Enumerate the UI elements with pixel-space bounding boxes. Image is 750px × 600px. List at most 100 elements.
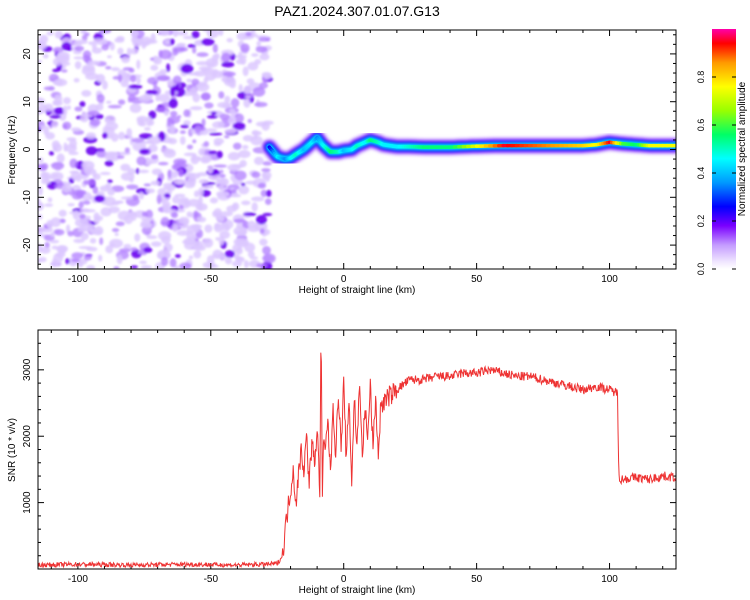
- snr-x-tick-label: 0: [341, 574, 347, 585]
- noise-blob: [160, 221, 169, 225]
- noise-blob: [120, 196, 134, 200]
- noise-blob: [178, 204, 184, 211]
- noise-blob: [83, 160, 88, 168]
- noise-blob: [174, 193, 186, 198]
- noise-blob: [145, 161, 154, 165]
- noise-blob: [116, 35, 125, 41]
- noise-blob: [75, 190, 85, 199]
- noise-blob: [209, 197, 219, 204]
- noise-blob: [179, 262, 192, 269]
- noise-blob: [168, 137, 177, 145]
- snr-x-axis-label: Height of straight line (km): [299, 585, 416, 596]
- noise-blob: [38, 197, 41, 206]
- noise-blob: [150, 64, 159, 71]
- noise-blob: [188, 255, 194, 260]
- noise-blob: [212, 121, 225, 129]
- noise-blob: [116, 155, 125, 159]
- noise-blob: [204, 224, 213, 233]
- noise-blob: [235, 230, 246, 236]
- noise-blob: [96, 150, 108, 158]
- noise-blob: [166, 63, 171, 73]
- noise-blob: [195, 203, 208, 211]
- noise-blob: [72, 210, 80, 220]
- noise-blob: [206, 114, 218, 119]
- noise-blob: [262, 212, 273, 217]
- noise-blob: [164, 110, 169, 116]
- noise-blob: [44, 203, 54, 207]
- noise-blob: [130, 74, 137, 83]
- noise-blob: [124, 147, 130, 154]
- noise-blob: [107, 188, 115, 196]
- noise-blob: [135, 168, 140, 174]
- noise-blob: [136, 156, 147, 166]
- noise-blob: [231, 260, 243, 267]
- noise-blob: [196, 82, 210, 92]
- noise-blob: [93, 215, 101, 225]
- noise-blob: [117, 210, 131, 221]
- noise-blob: [173, 87, 186, 97]
- noise-blob: [246, 78, 255, 85]
- spectrogram-y-tick-label: 0: [22, 146, 33, 152]
- noise-blob: [91, 47, 103, 54]
- noise-blob: [186, 224, 200, 234]
- spectrogram-y-tick-label: 20: [22, 48, 33, 60]
- noise-blob: [105, 245, 114, 254]
- noise-blob: [144, 39, 158, 44]
- snr-frame: [37, 329, 677, 570]
- noise-blob: [124, 76, 131, 81]
- noise-blob: [128, 84, 143, 90]
- noise-blob: [261, 72, 271, 78]
- spectrogram-y-tick-label: -20: [22, 237, 33, 252]
- noise-blob: [136, 76, 141, 85]
- noise-blob: [210, 111, 217, 115]
- noise-blob: [127, 168, 136, 175]
- noise-blob: [192, 139, 197, 144]
- noise-blob: [186, 144, 194, 150]
- noise-blob: [138, 133, 153, 140]
- noise-blob: [208, 132, 223, 136]
- noise-blob: [80, 30, 86, 34]
- noise-blob: [191, 30, 200, 39]
- snr-x-tick-label: 50: [471, 574, 483, 585]
- noise-blob: [160, 256, 169, 267]
- noise-blob: [77, 260, 84, 268]
- spectrogram-x-tick-labels: -100 -50 0 50 100: [68, 274, 618, 285]
- noise-blob: [143, 183, 152, 187]
- noise-blob: [140, 217, 155, 222]
- noise-blob: [79, 213, 86, 219]
- noise-blob: [107, 104, 122, 109]
- spectrogram-x-tick-label: 50: [471, 274, 483, 285]
- noise-blob: [69, 138, 77, 149]
- noise-blob: [259, 238, 268, 246]
- noise-blob: [172, 195, 180, 204]
- noise-blob: [79, 208, 90, 213]
- noise-blob: [40, 124, 45, 130]
- noise-blob: [220, 254, 227, 261]
- noise-blob: [111, 228, 120, 233]
- noise-blob: [230, 98, 240, 108]
- noise-blob: [151, 168, 163, 176]
- noise-blob: [198, 148, 206, 156]
- noise-blob: [117, 99, 126, 105]
- noise-blob: [250, 30, 256, 35]
- noise-blob: [145, 188, 155, 194]
- noise-blob: [92, 185, 99, 195]
- figure-title: PAZ1.2024.307.01.07.G13: [274, 3, 440, 19]
- noise-blob: [43, 103, 54, 112]
- snr-panel: -100 -50 0 50 100 1000 2000 3000 Height of str…: [7, 329, 677, 596]
- noise-blob: [176, 43, 187, 47]
- noise-blob: [243, 260, 249, 269]
- noise-blob: [169, 124, 176, 135]
- noise-blob: [170, 86, 176, 97]
- noise-blob: [93, 38, 105, 42]
- spectrogram-x-tick-label: 100: [601, 274, 618, 285]
- noise-blob: [256, 41, 262, 46]
- noise-blob: [242, 144, 249, 150]
- noise-blob: [224, 128, 237, 134]
- noise-blob: [238, 185, 250, 195]
- noise-blob: [138, 169, 150, 174]
- noise-blob: [89, 118, 101, 127]
- noise-blob: [180, 124, 189, 129]
- noise-blob: [226, 205, 238, 213]
- noise-blob: [173, 163, 181, 170]
